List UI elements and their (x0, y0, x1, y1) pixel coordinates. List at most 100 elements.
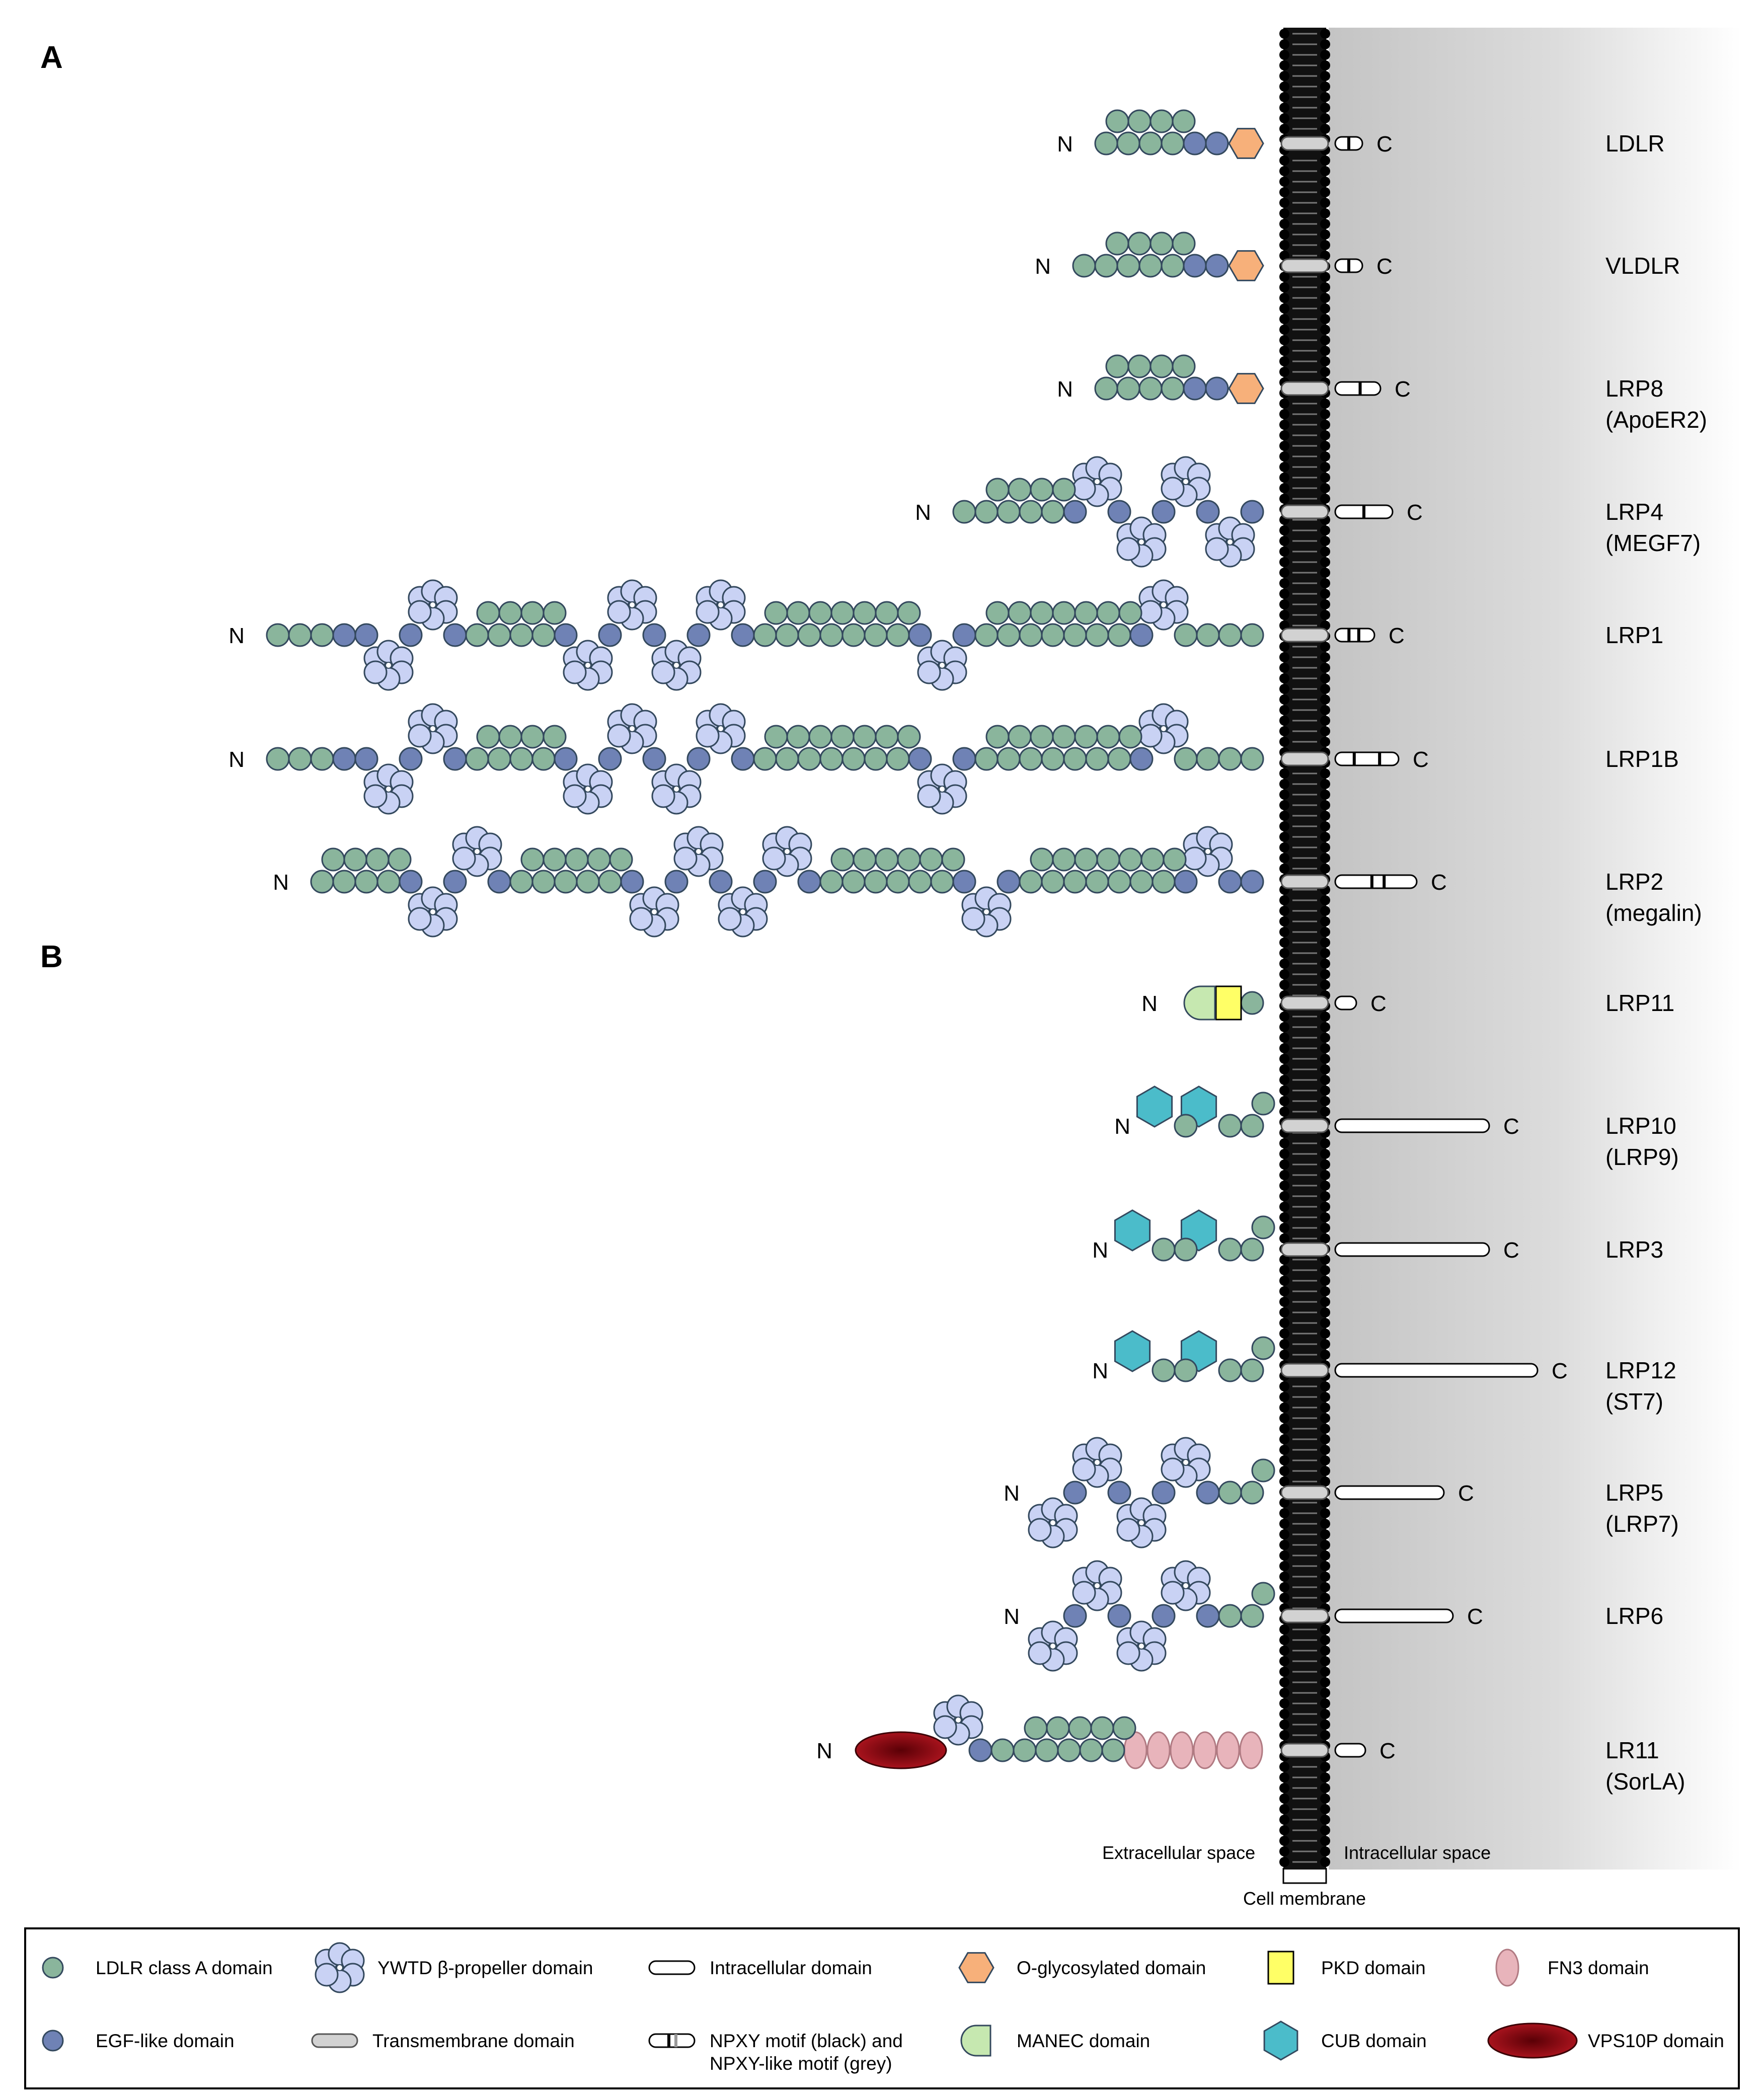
legend-item-pkd: PKD domain (1267, 1951, 1426, 1985)
legend-cub-icon (1263, 2020, 1298, 2061)
ywtd-propeller-domain (1072, 456, 1122, 507)
n-terminus-label: N (228, 624, 245, 648)
ldlr-class-a-domain (1174, 1114, 1198, 1138)
egf-like-domain (554, 747, 578, 771)
egf-like-domain (908, 747, 932, 771)
ldlr-class-a-domain (1172, 231, 1196, 256)
ywtd-propeller-domain (1116, 516, 1167, 568)
ywtd-propeller-domain (917, 640, 967, 691)
ldlr-class-a-domain (1251, 1336, 1275, 1360)
egf-like-domain (1183, 131, 1207, 155)
npxy-motif (1383, 875, 1386, 888)
transmembrane-domain (1280, 258, 1329, 273)
npxy-motif (1347, 629, 1351, 642)
egf-like-domain (554, 623, 578, 647)
egf-like-domain (1129, 623, 1154, 647)
legend-item-fn3: FN3 domain (1495, 1949, 1649, 1987)
ldlr-class-a-domain (997, 623, 1021, 647)
ldlr-class-a-domain (1090, 1716, 1114, 1740)
ldlr-class-a-domain (1138, 131, 1163, 155)
ldlr-class-a-domain (830, 601, 855, 625)
transmembrane-domain (1280, 136, 1329, 151)
n-terminus-label: N (1004, 1481, 1020, 1506)
ldlr-class-a-domain (1174, 747, 1198, 771)
ldlr-class-a-domain (310, 623, 334, 647)
receptor-lrp8: C N LRP8 (ApoER2) (1057, 354, 1707, 433)
receptor-label: LDLR (1605, 130, 1665, 157)
ldlr-class-a-domain (1161, 376, 1185, 401)
fn3-domain (1216, 1731, 1240, 1769)
ldlr-class-a-domain (266, 747, 290, 771)
legend-propeller-icon (315, 1942, 365, 1993)
n-terminus-label: N (1057, 132, 1073, 157)
ldlr-class-a-domain (864, 623, 888, 647)
receptor-alias-label: (LRP7) (1605, 1511, 1679, 1537)
ldlr-class-a-domain (908, 870, 932, 894)
receptor-ldlr: C N LDLR (1057, 109, 1665, 159)
ldlr-class-a-domain (1127, 109, 1152, 133)
legend-label: YWTD β-propeller domain (377, 1958, 593, 1978)
ldlr-class-a-domain (753, 623, 777, 647)
ldlr-class-a-domain (1240, 991, 1264, 1015)
ldlr-class-a-domain (1218, 1237, 1242, 1262)
n-terminus-label: N (1092, 1238, 1108, 1263)
legend-item-transmembrane: Transmembrane domain (311, 2031, 575, 2051)
egf-like-domain (1063, 1604, 1087, 1628)
ldlr-class-a-domain (498, 601, 522, 625)
ldlr-class-a-domain (853, 601, 877, 625)
ldlr-class-a-domain (1052, 847, 1076, 872)
ldlr-class-a-domain (487, 747, 511, 771)
ldlr-class-a-domain (1118, 601, 1142, 625)
egf-like-domain (1152, 1481, 1176, 1505)
cub-domain (1114, 1209, 1151, 1252)
ywtd-propeller-domain (1205, 516, 1255, 568)
ldlr-class-a-domain (531, 747, 556, 771)
receptor-label: LRP1B (1605, 746, 1679, 772)
ldlr-class-a-domain (1251, 1215, 1275, 1239)
egf-like-domain (399, 747, 423, 771)
egf-like-domain (399, 623, 423, 647)
legend-label: CUB domain (1321, 2031, 1427, 2051)
ldlr-class-a-domain (1085, 870, 1109, 894)
legend-item-cub: CUB domain (1263, 2020, 1427, 2061)
ldlr-class-a-domain (974, 623, 999, 647)
ldlr-class-a-domain (1240, 1114, 1264, 1138)
intracellular-domain (1334, 751, 1400, 766)
extracellular-space-label: Extracellular space (1102, 1842, 1255, 1863)
ldlr-class-a-domain (985, 725, 1010, 749)
npxy-motif (1357, 629, 1360, 642)
intracellular-domain (1334, 1743, 1366, 1758)
ldlr-class-a-domain (1030, 601, 1054, 625)
ldlr-class-a-domain (1074, 725, 1098, 749)
receptor-alias-label: (ApoER2) (1605, 407, 1707, 433)
ldlr-class-a-domain (1152, 870, 1176, 894)
n-terminus-label: N (1004, 1604, 1020, 1629)
npxy-motif (1347, 137, 1350, 150)
egf-like-domain (952, 747, 976, 771)
ldlr-class-a-domain (520, 847, 545, 872)
ldlr-class-a-domain (1041, 500, 1065, 524)
receptor-rows: C N LDLR C N VLDLR C N LRP8 (ApoER2) C N LRP4 (MEGF7)… (228, 109, 1707, 1795)
ldlr-class-a-domain (1101, 1738, 1125, 1762)
receptor-lrp1b: C N LRP1B (228, 703, 1679, 815)
ldlr-class-a-domain (332, 870, 356, 894)
ldlr-class-a-domain (1096, 847, 1120, 872)
intracellular-domain (1334, 381, 1382, 396)
fn3-domain (1193, 1731, 1217, 1769)
egf-like-domain (753, 870, 777, 894)
ldlr-class-a-domain (1127, 354, 1152, 378)
egf-like-domain (598, 623, 622, 647)
ldlr-class-a-domain (864, 747, 888, 771)
ldlr-class-a-domain (952, 500, 976, 524)
ldlr-class-a-domain (1052, 478, 1076, 502)
membrane-bracket (1282, 1868, 1327, 1884)
ldlr-class-a-domain (1174, 623, 1198, 647)
o-glycosylated-domain (1228, 250, 1264, 281)
npxy-motif (1352, 752, 1356, 765)
vps10p-domain (855, 1731, 947, 1769)
ldlr-class-a-domain (1030, 847, 1054, 872)
ldlr-class-a-domain (864, 870, 888, 894)
receptor-label: LRP6 (1605, 1603, 1663, 1629)
ywtd-propeller-domain (673, 826, 724, 877)
